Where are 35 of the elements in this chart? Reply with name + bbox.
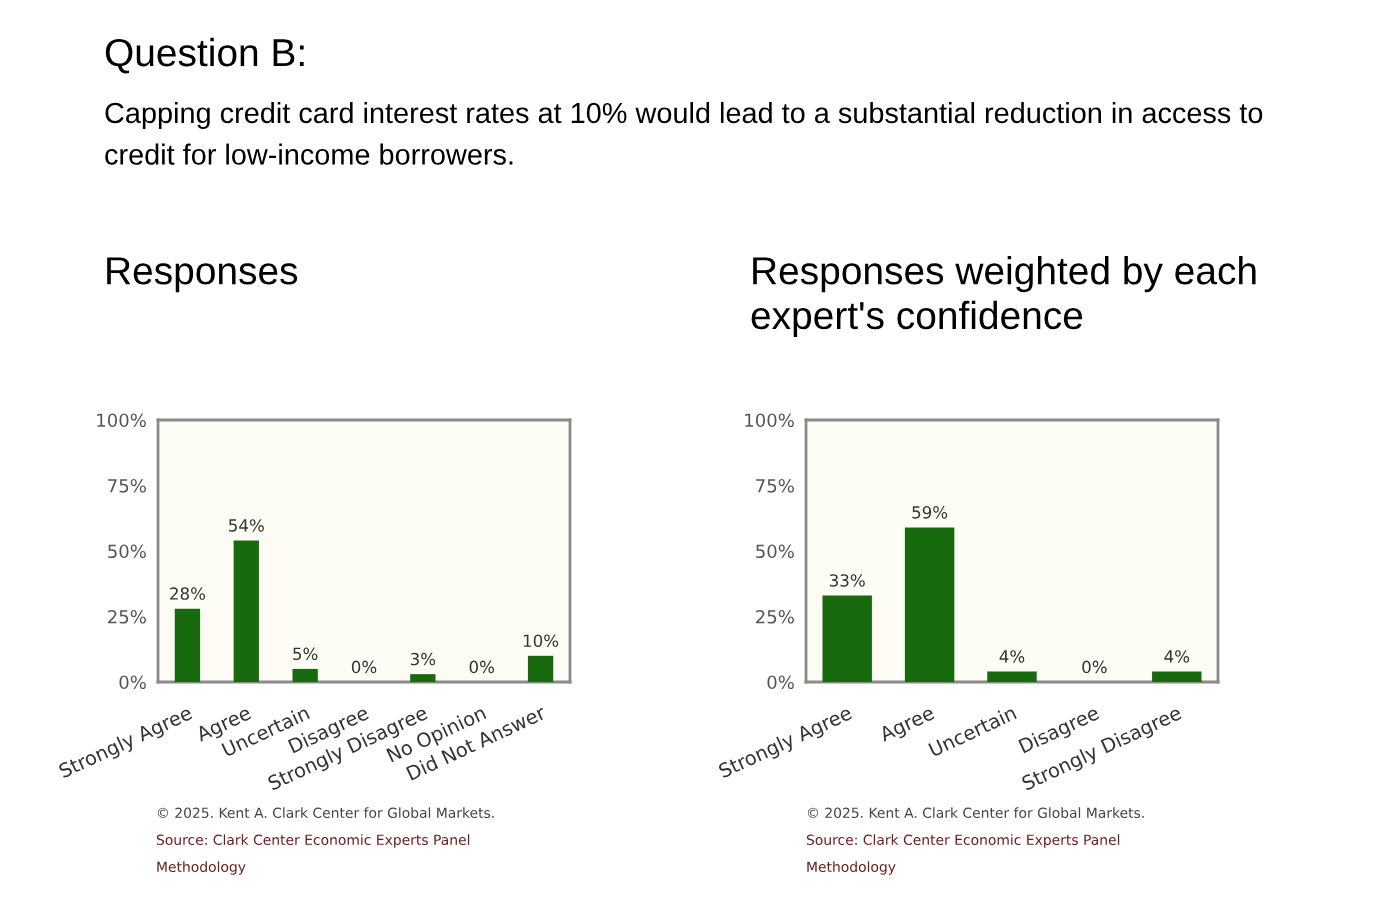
- y-tick-label: 25%: [756, 609, 794, 624]
- data-label: 4%: [999, 650, 1025, 663]
- y-tick-label: 0%: [119, 675, 146, 690]
- bar: [822, 595, 872, 682]
- bar: [987, 671, 1037, 682]
- data-label: 28%: [170, 587, 206, 600]
- y-tick-label: 0%: [767, 675, 794, 690]
- y-tick-label: 75%: [756, 478, 794, 493]
- data-label: 59%: [912, 506, 948, 519]
- y-tick-label: 100%: [97, 413, 146, 428]
- bar: [174, 608, 201, 682]
- text: Question B:: [105, 37, 304, 74]
- y-tick-label: 25%: [108, 609, 146, 624]
- bar: [904, 527, 955, 682]
- data-label: 10%: [523, 634, 559, 648]
- bar: [1152, 671, 1202, 682]
- bar: [292, 668, 318, 682]
- text: Capping credit card interest rates at 10% would lead to a substantial reduction in access to credit for low-income borrowers.: [105, 102, 1263, 165]
- data-label: 5%: [293, 647, 318, 661]
- data-label: 4%: [1164, 650, 1190, 663]
- y-tick-label: 100%: [745, 413, 794, 428]
- y-tick-label: 50%: [756, 544, 794, 559]
- chart-title: Responses: [107, 257, 298, 293]
- data-label: 0%: [469, 660, 495, 674]
- bar: [410, 674, 436, 682]
- chart-title: Responses weighted by each expert's confidence: [751, 256, 1256, 337]
- data-label: 3%: [410, 652, 436, 666]
- data-label: 0%: [351, 660, 377, 674]
- data-label: 0%: [1082, 660, 1107, 674]
- bar: [233, 540, 259, 682]
- bar: [527, 655, 554, 682]
- data-label: 54%: [229, 519, 264, 532]
- data-label: 33%: [829, 574, 865, 587]
- y-tick-label: 75%: [108, 478, 146, 493]
- y-tick-label: 50%: [108, 544, 146, 559]
